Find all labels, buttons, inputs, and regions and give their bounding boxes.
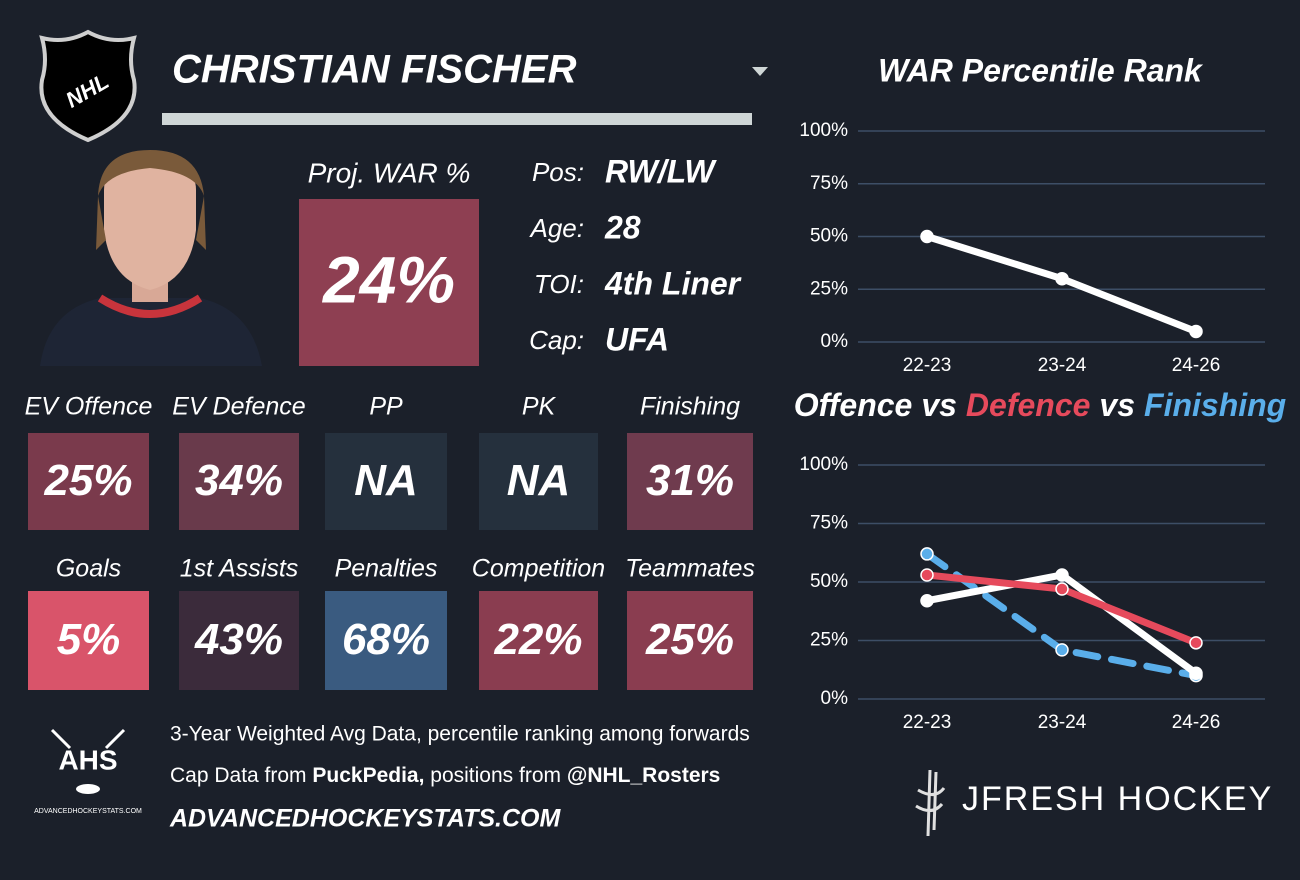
info-label: Pos:: [532, 157, 584, 187]
footer-note: 3-Year Weighted Avg Data, percentile ran…: [170, 723, 750, 746]
tile-value: 25%: [43, 456, 132, 505]
info-value: 28: [604, 209, 641, 245]
point: [1189, 666, 1203, 681]
y-tick-label: 75%: [810, 173, 848, 194]
x-tick-label: 22-23: [903, 355, 952, 376]
chart-title: Offence vs Defence vs Finishing: [794, 387, 1286, 423]
info-label: Age:: [529, 213, 585, 243]
point: [1189, 324, 1203, 339]
charts: WAR Percentile Rank 0% 25% 50% 75% 100% 22-23 2…: [794, 52, 1286, 733]
info-list: Pos: RW/LW Age: 28 TOI: 4th Liner Cap: UFA: [529, 153, 742, 357]
jfresh-logo: [915, 769, 946, 837]
tile-label: Teammates: [625, 555, 755, 583]
point: [920, 568, 934, 582]
tile: [325, 433, 447, 530]
credit-link[interactable]: PuckPedia,: [312, 764, 424, 787]
y-tick-label: 0%: [821, 331, 849, 352]
y-tick-label: 25%: [810, 630, 848, 651]
tile-label: EV Defence: [172, 393, 305, 421]
tile: [179, 591, 299, 690]
point: [1055, 568, 1069, 582]
tile-value: NA: [354, 456, 418, 505]
title-joiner: vs: [921, 387, 957, 423]
legend-entry: Defence: [966, 387, 1091, 423]
credit-text: Cap Data from: [170, 764, 312, 787]
nhl-logo: NHL: [39, 29, 137, 143]
tile: [28, 591, 149, 690]
info-label: Cap:: [529, 325, 584, 355]
tile-value: 5%: [57, 615, 121, 664]
y-tick-label: 100%: [799, 454, 848, 475]
tile-value: 43%: [194, 615, 283, 664]
tile-label: PK: [522, 393, 557, 421]
tile-label: Penalties: [335, 555, 438, 583]
projection-tile: [299, 199, 479, 366]
y-tick-label: 50%: [810, 571, 848, 592]
y-tick-label: 100%: [799, 120, 848, 141]
y-tick-label: 50%: [810, 226, 848, 247]
x-tick-label: 23-24: [1038, 355, 1087, 376]
tile-value: NA: [507, 456, 571, 505]
tile-value: 68%: [342, 615, 430, 664]
y-tick-label: 25%: [810, 278, 848, 299]
tile: [479, 591, 598, 690]
point: [920, 593, 934, 608]
x-tick-label: 24-26: [1172, 355, 1221, 376]
info-value: 4th Liner: [604, 265, 742, 301]
point: [1055, 582, 1069, 596]
footer-credit: Cap Data from PuckPedia, positions from …: [170, 764, 720, 787]
credit-link[interactable]: @NHL_Rosters: [567, 764, 721, 787]
name-underline: [162, 113, 752, 125]
y-tick-label: 0%: [821, 688, 849, 709]
info-label: TOI:: [534, 269, 584, 299]
ahs-logo-text: AHS: [58, 744, 117, 775]
legend-entry: Offence: [794, 387, 913, 423]
credit-text: positions from: [424, 764, 566, 787]
tile-value: 22%: [493, 615, 582, 664]
point: [1055, 271, 1069, 286]
tile-value: 25%: [645, 615, 734, 664]
tile: [627, 433, 753, 530]
x-tick-label: 24-26: [1172, 712, 1221, 733]
x-tick-label: 22-23: [903, 712, 952, 733]
footer-url[interactable]: ADVANCEDHOCKEYSTATS.COM: [169, 805, 561, 833]
point: [920, 229, 934, 244]
tile: [325, 591, 447, 690]
tile-value: 31%: [646, 456, 734, 505]
point: [920, 547, 934, 561]
tile-label: Goals: [56, 555, 121, 583]
tile: [479, 433, 598, 530]
player-name: CHRISTIAN FISCHER: [172, 48, 577, 92]
info-value: UFA: [605, 321, 669, 357]
projection-label: Proj. WAR %: [308, 157, 471, 188]
point: [1189, 636, 1203, 650]
tile-label: Finishing: [640, 393, 740, 421]
ahs-logo: AHS ADVANCEDHOCKEYSTATS.COM: [34, 728, 142, 815]
tile: [627, 591, 753, 690]
projection-value: 24%: [321, 242, 455, 316]
tile-label: Competition: [472, 555, 605, 583]
info-value: RW/LW: [605, 153, 717, 189]
stat-tiles: EV Offence 25% EV Defence 34% PP NA PK NA Finish…: [25, 393, 755, 690]
tile-value: 34%: [195, 456, 283, 505]
tile-label: EV Offence: [25, 393, 153, 421]
dropdown-arrow[interactable]: [752, 67, 768, 76]
brand: JFRESH HOCKEY: [962, 780, 1273, 818]
title-joiner: vs: [1099, 387, 1135, 423]
point: [1055, 643, 1069, 657]
legend-entry: Finishing: [1144, 387, 1286, 423]
x-tick-label: 23-24: [1038, 712, 1087, 733]
tile: [28, 433, 149, 530]
y-tick-label: 75%: [810, 513, 848, 534]
player-photo: [40, 150, 262, 366]
ahs-logo-caption: ADVANCEDHOCKEYSTATS.COM: [34, 808, 142, 815]
chart-title: WAR Percentile Rank: [878, 52, 1204, 88]
tile-label: PP: [369, 393, 403, 421]
tile: [179, 433, 299, 530]
tile-label: 1st Assists: [180, 555, 299, 583]
